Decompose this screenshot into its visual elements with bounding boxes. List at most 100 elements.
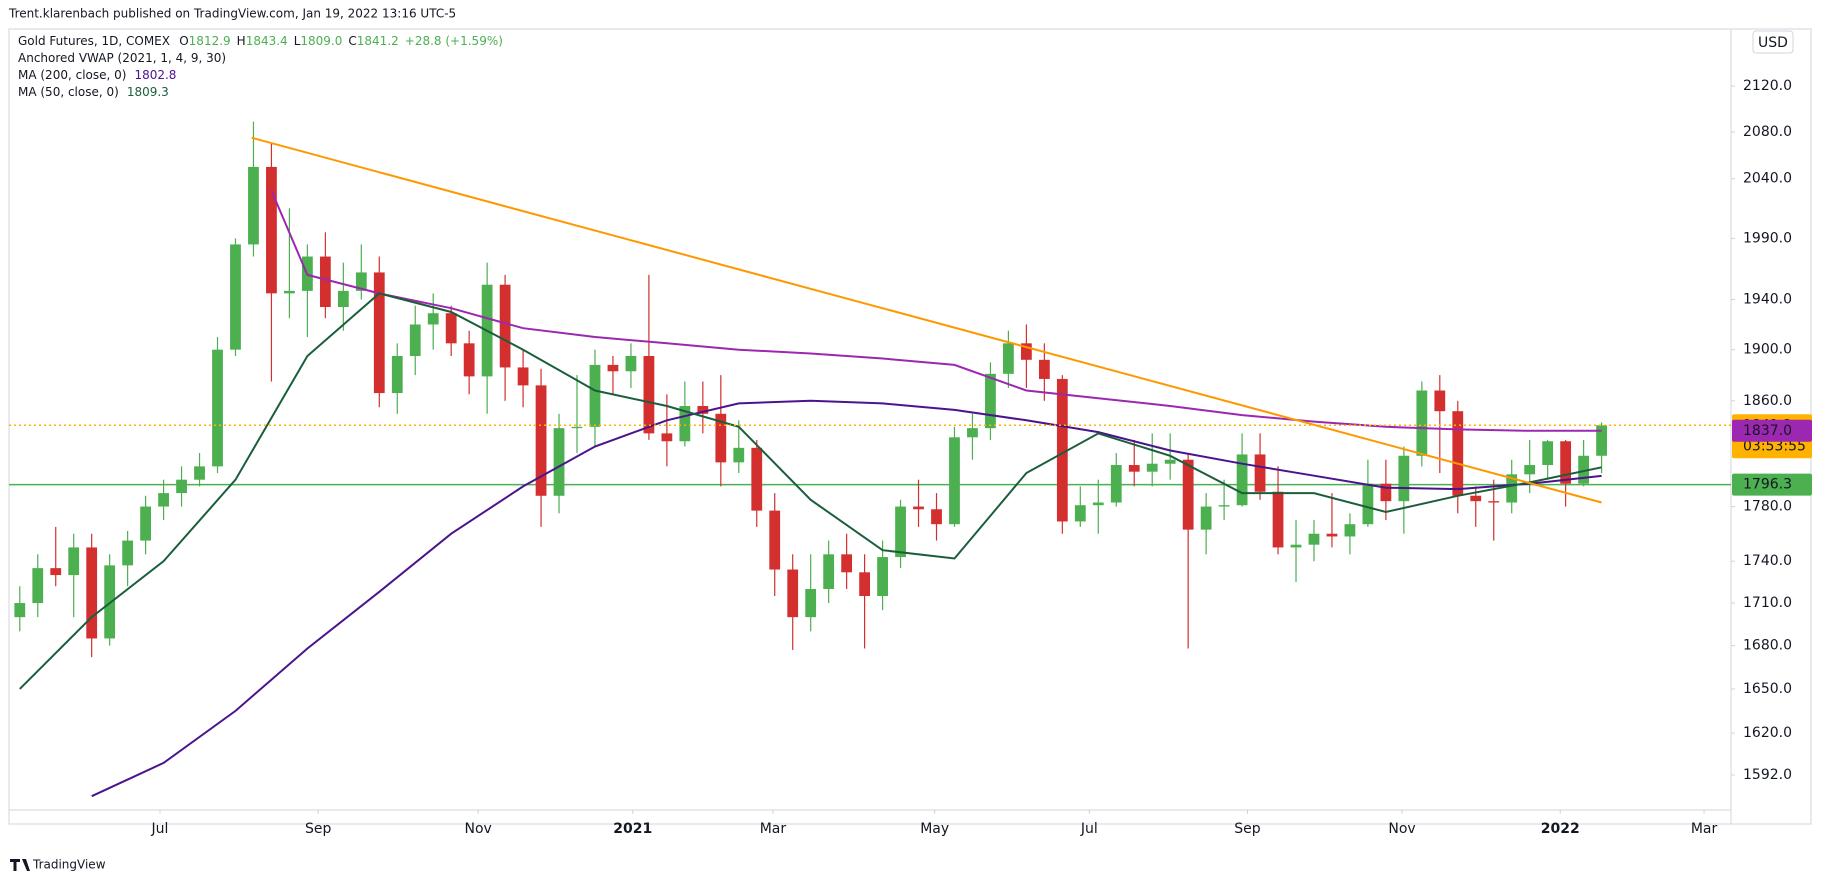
candle-body xyxy=(823,554,835,590)
axes: 1592.0 1620.0 1650.0 1680.0 1710.0 1740.0 1780… xyxy=(151,78,1792,837)
candle-body xyxy=(68,547,80,576)
candle-body xyxy=(967,428,978,438)
candle-body xyxy=(1236,454,1248,506)
candle-body xyxy=(230,244,241,350)
currency-box[interactable] xyxy=(1752,30,1794,54)
candle-body xyxy=(1362,483,1374,525)
candle-body xyxy=(1128,465,1140,472)
candle-body xyxy=(14,603,26,618)
y-tick-label: 1990.0 xyxy=(1743,230,1792,246)
currency-button[interactable]: USD xyxy=(1752,30,1794,54)
footer-logo: TradingView xyxy=(10,858,106,872)
y-tick-label: 2080.0 xyxy=(1743,124,1792,140)
countdown-label: 03:53:55 xyxy=(1743,438,1806,454)
y-tick-label: 2040.0 xyxy=(1743,171,1792,187)
ohlc-key: O xyxy=(179,34,188,48)
candle-body xyxy=(1003,343,1014,374)
symbol-name: Gold Futures, 1D, COMEX xyxy=(18,34,170,48)
study-value: 1802.8 xyxy=(134,68,176,82)
candle-body xyxy=(1578,455,1589,484)
x-tick-label: Sep xyxy=(305,821,332,837)
candle-body xyxy=(50,568,62,576)
candle-body xyxy=(1200,506,1212,530)
x-tick-label: May xyxy=(920,821,949,837)
y-tick-label: 1650.0 xyxy=(1743,681,1792,697)
x-tick-label: Jul xyxy=(1080,821,1098,837)
publish-note: Trent.klarenbach published on TradingVie… xyxy=(8,7,456,21)
candle-body xyxy=(535,385,547,496)
candle-body xyxy=(1452,411,1464,496)
candle-body xyxy=(1020,343,1032,360)
candle-body xyxy=(895,506,906,558)
ohlc-key: H xyxy=(237,34,246,48)
candle-body xyxy=(1272,491,1284,548)
candle-body xyxy=(733,447,745,463)
candle-body xyxy=(1326,533,1338,537)
ohlc-value: 1812.9 xyxy=(189,34,231,48)
candle-body xyxy=(499,284,511,368)
candle-body xyxy=(212,349,223,467)
candle-body xyxy=(1506,474,1518,503)
candle-body xyxy=(140,506,152,541)
candle-body xyxy=(1470,495,1482,502)
candle-body xyxy=(1488,501,1500,503)
x-tick-label: 2021 xyxy=(613,821,652,837)
candle-body xyxy=(1344,524,1356,537)
legend-row: MA (200, close, 0) 1802.8 xyxy=(18,68,176,82)
x-tick-label: Mar xyxy=(760,821,787,837)
legend-row: Anchored VWAP (2021, 1, 4, 9, 30) xyxy=(18,51,226,65)
currency-label[interactable]: USD xyxy=(1758,35,1788,51)
y-tick-label: 2120.0 xyxy=(1743,78,1792,94)
ohlc-value: 1843.4 xyxy=(246,34,288,48)
candle-body xyxy=(607,364,619,372)
candle-body xyxy=(643,355,655,434)
candle-body xyxy=(1146,463,1158,472)
footer-brand: TradingView xyxy=(32,858,106,872)
candle-body xyxy=(661,433,673,442)
candle-body xyxy=(859,572,870,597)
candle-body xyxy=(373,272,385,394)
line-badge-label: 1796.3 xyxy=(1743,477,1792,493)
candle-body xyxy=(1074,505,1086,522)
candle-body xyxy=(553,428,565,496)
candle-body xyxy=(1416,390,1428,456)
ohlc-key: C xyxy=(348,34,356,48)
candle-body xyxy=(517,367,529,386)
y-tick-label: 1940.0 xyxy=(1743,292,1792,308)
candle-body xyxy=(284,290,295,294)
y-tick-label: 1900.0 xyxy=(1743,342,1792,358)
candle-body xyxy=(355,272,367,291)
study-value: 1809.3 xyxy=(127,85,169,99)
candle-body xyxy=(769,510,781,570)
y-tick-label: 1740.0 xyxy=(1743,553,1792,569)
change: +28.8 (+1.59%) xyxy=(405,34,503,48)
candle-body xyxy=(32,568,44,604)
candle-body xyxy=(1542,441,1554,466)
candle-body xyxy=(1290,544,1302,548)
candle-body xyxy=(176,479,187,494)
candle-body xyxy=(805,589,817,618)
candle-body xyxy=(1398,455,1410,502)
trendline xyxy=(251,136,1602,504)
candle-body xyxy=(625,355,637,372)
candle-body xyxy=(337,290,349,308)
indicator-line xyxy=(270,190,1602,432)
candle-body xyxy=(931,509,942,525)
candle-body xyxy=(391,355,403,394)
indicator-line xyxy=(19,292,1602,690)
y-tick-label: 1780.0 xyxy=(1743,499,1792,515)
candle-body xyxy=(1596,425,1607,456)
x-tick-label: Sep xyxy=(1234,821,1261,837)
y-tick-label: 1860.0 xyxy=(1743,393,1792,409)
y-tick-label: 1710.0 xyxy=(1743,595,1792,611)
study-name: MA (50, close, 0) xyxy=(18,85,119,99)
candle-body xyxy=(787,569,799,618)
candle-body xyxy=(266,166,277,294)
price-badge xyxy=(1732,419,1812,442)
legend-row: MA (50, close, 0) 1809.3 xyxy=(18,85,169,99)
y-tick-label: 1592.0 xyxy=(1743,767,1792,783)
